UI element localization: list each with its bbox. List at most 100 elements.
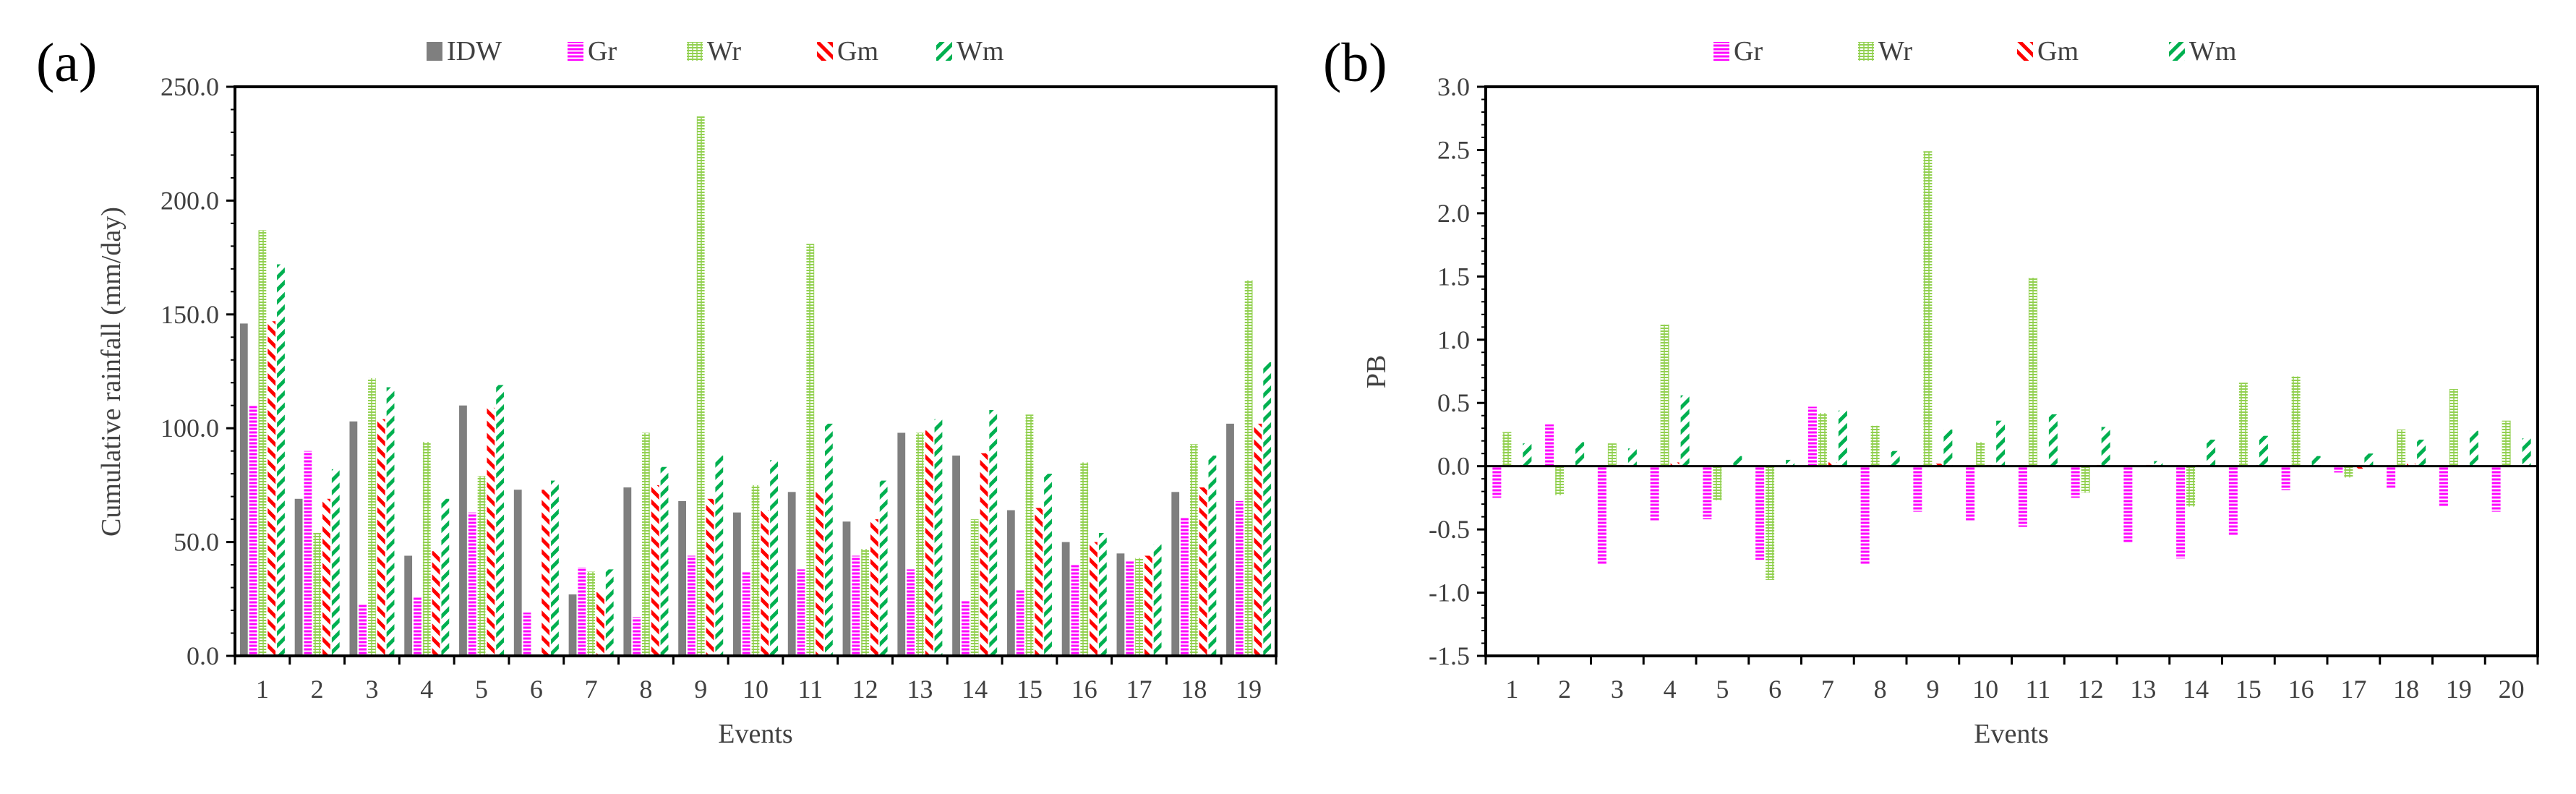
x-tick-label: 13 bbox=[907, 675, 933, 704]
bar-IDW-event-10 bbox=[733, 512, 741, 656]
bar-Gr-event-10 bbox=[742, 571, 750, 656]
bar-IDW-event-3 bbox=[349, 421, 358, 656]
bar-Gm-event-18 bbox=[2407, 464, 2416, 466]
x-axis-title-a: Events bbox=[718, 719, 792, 749]
y-tick-label: 0.0 bbox=[187, 641, 219, 670]
legend-label-Wm: Wm bbox=[957, 36, 1004, 67]
bar-Wm-event-3 bbox=[1627, 448, 1637, 466]
x-tick-label: 11 bbox=[797, 675, 823, 704]
plot-frame-a bbox=[234, 85, 1278, 657]
x-tick-label: 10 bbox=[743, 675, 769, 704]
x-tick-label: 18 bbox=[1181, 675, 1207, 704]
bar-IDW-event-15 bbox=[1006, 510, 1015, 656]
bar-Gm-event-7 bbox=[596, 592, 604, 656]
bar-Wr-event-14 bbox=[2186, 466, 2196, 507]
bar-IDW-event-8 bbox=[623, 487, 632, 656]
bar-Gr-event-12 bbox=[2071, 466, 2080, 498]
bar-Wm-event-5 bbox=[1733, 456, 1742, 466]
bar-IDW-event-12 bbox=[842, 521, 851, 656]
bar-Gr-event-16 bbox=[1071, 565, 1079, 656]
bar-Wm-event-11 bbox=[824, 423, 833, 656]
bars-b bbox=[1492, 151, 2531, 581]
y-tick-label: -1.5 bbox=[1429, 641, 1470, 670]
panel-a-label: (a) bbox=[36, 33, 97, 93]
bar-Wm-event-18 bbox=[1208, 455, 1217, 656]
y-tick-label: 250.0 bbox=[161, 72, 219, 101]
bar-Wm-event-9 bbox=[1943, 429, 1953, 466]
bar-Wm-event-14 bbox=[989, 410, 998, 656]
bar-Gr-event-9 bbox=[1913, 466, 1922, 512]
bars-a bbox=[239, 116, 1272, 657]
bar-Wr-event-15 bbox=[2238, 383, 2248, 466]
bar-Wr-event-2 bbox=[313, 533, 322, 656]
bar-Gr-event-12 bbox=[852, 555, 860, 656]
legend-label-Wr: Wr bbox=[1878, 36, 1912, 67]
bar-IDW-event-13 bbox=[897, 432, 906, 656]
bar-IDW-event-1 bbox=[239, 323, 248, 656]
bar-Wr-event-6 bbox=[1766, 466, 1775, 581]
bar-Wr-event-4 bbox=[1660, 324, 1669, 466]
legend-b: Gr Wr Gm Wm bbox=[1713, 36, 2236, 67]
bar-Gm-event-6 bbox=[542, 490, 550, 656]
legend-label-Gm: Gm bbox=[837, 36, 878, 67]
bar-IDW-event-11 bbox=[787, 492, 796, 656]
bar-Wr-event-8 bbox=[1870, 425, 1880, 466]
bar-Gr-event-18 bbox=[2387, 466, 2396, 488]
bar-Wr-event-11 bbox=[806, 244, 815, 656]
bar-Wm-event-13 bbox=[934, 419, 943, 656]
x-tick-label: 7 bbox=[585, 675, 598, 704]
bar-Gr-event-15 bbox=[1016, 589, 1024, 656]
legend-swatch-Gr bbox=[568, 42, 583, 61]
bar-Gr-event-1 bbox=[249, 405, 257, 656]
bar-Wm-event-1 bbox=[1523, 443, 1532, 466]
legend-label-Wr: Wr bbox=[707, 36, 741, 67]
x-axis-a: 1 2 3 4 5 6 7 8 9 10 11 12 13 14 15 16 17 18 19 bbox=[234, 656, 1278, 704]
bar-Gr-event-1 bbox=[1492, 466, 1502, 498]
bar-Wm-event-18 bbox=[2417, 439, 2426, 466]
bar-Wm-event-15 bbox=[2259, 435, 2268, 466]
x-tick-label: 12 bbox=[2078, 675, 2104, 704]
bar-Wr-event-9 bbox=[1923, 151, 1933, 466]
bar-Gr-event-11 bbox=[2018, 466, 2027, 527]
x-tick-label: 6 bbox=[530, 675, 543, 704]
bar-Gr-event-5 bbox=[468, 512, 476, 656]
bar-Wm-event-6 bbox=[551, 480, 559, 656]
bar-Gr-event-6 bbox=[523, 612, 531, 656]
legend-label-Gr: Gr bbox=[1734, 36, 1763, 67]
bar-Wm-event-19 bbox=[2469, 430, 2478, 466]
x-tick-label: 9 bbox=[1926, 675, 1939, 704]
bar-Gm-event-10 bbox=[761, 510, 769, 656]
x-tick-label: 12 bbox=[852, 675, 878, 704]
bar-IDW-event-4 bbox=[404, 555, 413, 656]
y-tick-label: 50.0 bbox=[174, 528, 219, 557]
x-axis-b: 1 2 3 4 5 6 7 8 9 10 11 12 13 14 15 16 17 18 19 20 bbox=[1484, 656, 2539, 704]
plot-frame-b bbox=[1484, 85, 2539, 657]
bar-Wm-event-3 bbox=[386, 387, 395, 656]
bar-Gm-event-4 bbox=[432, 551, 440, 656]
y-tick-label: 0.0 bbox=[1437, 452, 1470, 481]
bar-Wr-event-2 bbox=[1555, 466, 1565, 495]
x-tick-label: 2 bbox=[1558, 675, 1571, 704]
bar-Gr-event-17 bbox=[2334, 466, 2343, 473]
bar-Gr-event-6 bbox=[1755, 466, 1765, 560]
bar-Gr-event-10 bbox=[1966, 466, 1975, 521]
bar-Wm-event-12 bbox=[2101, 427, 2110, 466]
y-axis-a: 0.0 50.0 100.0 150.0 200.0 250.0 bbox=[161, 72, 235, 670]
x-tick-label: 15 bbox=[2235, 675, 2262, 704]
chart-panel-b: (b) Gr Wr Gm Wm -1.5 -1.0 -0.5 0.0 0.5 1.0 1.5 2.0… bbox=[1323, 33, 2539, 749]
bar-Wm-event-1 bbox=[277, 264, 285, 656]
bar-Wr-event-12 bbox=[2081, 466, 2090, 493]
legend-swatch-Wm bbox=[936, 42, 952, 61]
bar-Wr-event-3 bbox=[1607, 443, 1617, 466]
x-tick-label: 11 bbox=[2026, 675, 2051, 704]
bar-Wr-event-19 bbox=[2449, 388, 2458, 466]
bar-Gm-event-12 bbox=[870, 519, 878, 656]
x-tick-label: 9 bbox=[694, 675, 707, 704]
bar-Gr-event-4 bbox=[414, 597, 422, 656]
x-tick-label: 20 bbox=[2499, 675, 2525, 704]
bar-Wr-event-7 bbox=[587, 571, 596, 656]
x-tick-label: 8 bbox=[639, 675, 652, 704]
bar-Wr-event-3 bbox=[368, 377, 376, 656]
bar-Gm-event-11 bbox=[816, 492, 823, 656]
bar-Gr-event-3 bbox=[1597, 466, 1606, 565]
